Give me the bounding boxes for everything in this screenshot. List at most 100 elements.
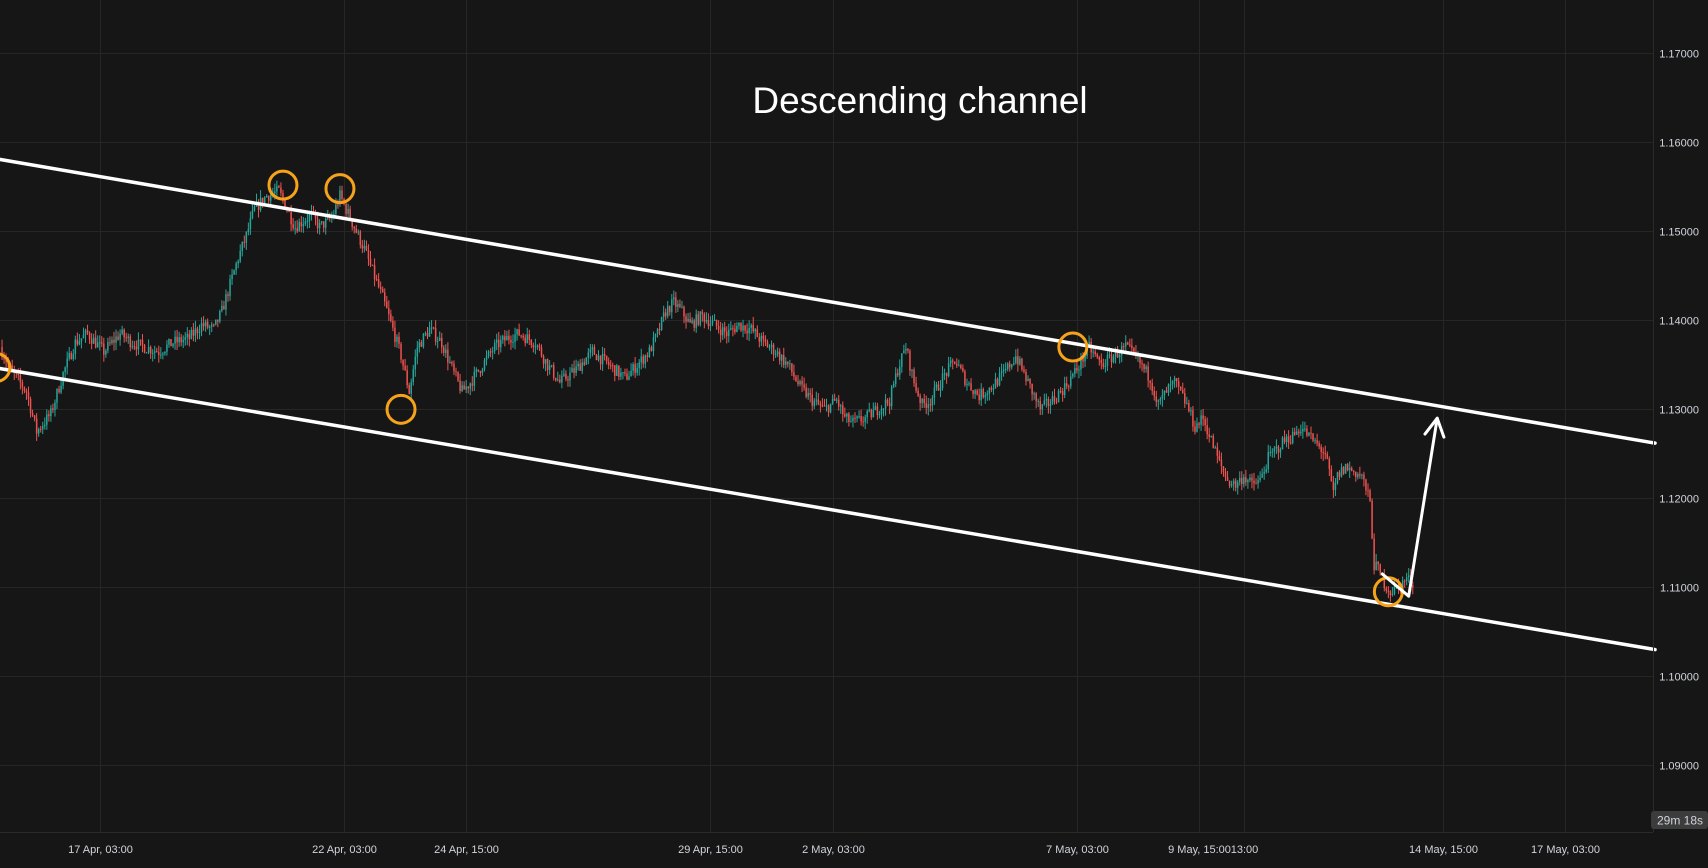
candle-body — [587, 352, 590, 358]
candle-body — [1363, 474, 1365, 480]
candle-up — [681, 300, 683, 309]
candle-body — [418, 342, 421, 348]
candle-body — [174, 336, 176, 344]
candle-body — [1234, 480, 1237, 488]
candle-body — [642, 356, 645, 364]
candle-up — [276, 180, 278, 197]
candle-up — [465, 380, 467, 394]
candle-body — [392, 320, 394, 328]
candle-down — [386, 295, 388, 309]
candle-down — [811, 387, 813, 412]
candle-up — [581, 358, 583, 374]
touch-point-circle[interactable] — [1057, 331, 1089, 363]
channel-line-upper[interactable] — [0, 157, 1657, 445]
touch-point-circle[interactable] — [267, 169, 299, 201]
candle-body — [1222, 466, 1225, 472]
candle-down — [223, 300, 225, 310]
candle-up — [1157, 399, 1160, 410]
price-scale[interactable]: 1.17000 1.16000 1.15000 1.14000 1.13000 1.120… — [1659, 49, 1699, 773]
candle-body — [265, 196, 268, 198]
touch-point-circle[interactable] — [0, 352, 12, 383]
candle-up — [1004, 362, 1007, 374]
candle-down — [1277, 444, 1280, 460]
candle-body — [1080, 357, 1082, 370]
candle-down — [996, 377, 999, 388]
candle-body — [1143, 363, 1145, 370]
candle-down — [772, 342, 775, 362]
candle-body — [939, 387, 942, 391]
candle-down — [158, 345, 160, 363]
candle-up — [72, 349, 75, 361]
candle-down — [101, 336, 103, 347]
candle-body — [764, 338, 767, 343]
candle-body — [483, 359, 486, 370]
candle-up — [190, 327, 193, 340]
candle-body — [601, 354, 604, 365]
candle-body — [960, 365, 962, 368]
candle-up — [198, 324, 201, 340]
candle-body — [202, 323, 205, 327]
candle-body — [909, 350, 911, 371]
candle-body — [738, 322, 740, 326]
candle-body — [270, 194, 272, 201]
candle-body — [624, 372, 626, 374]
candle-body — [518, 329, 520, 336]
time-scale[interactable]: 17 Apr, 03:00 22 Apr, 03:00 24 Apr, 15:00 2… — [68, 844, 1600, 856]
candle-body — [42, 426, 44, 430]
touch-point-circle[interactable] — [324, 173, 356, 205]
candle-up — [656, 327, 659, 338]
candle-up — [151, 349, 154, 362]
candle-up — [1041, 403, 1044, 415]
candle-body — [514, 334, 516, 343]
candle-body — [375, 279, 378, 281]
candle-down — [844, 407, 846, 418]
candle-body — [1298, 431, 1300, 434]
candle-body — [890, 386, 893, 407]
candle-body — [571, 368, 573, 373]
candle-up — [721, 323, 724, 341]
candle-up — [968, 381, 970, 387]
candle-body — [707, 319, 710, 327]
candle-body — [284, 199, 286, 210]
candle-body — [1267, 452, 1269, 470]
candle-body — [1013, 362, 1015, 365]
candle-down — [929, 398, 932, 412]
candle-up — [1308, 432, 1310, 437]
candle-body — [1057, 391, 1060, 403]
touch-point-circle[interactable] — [385, 393, 417, 425]
candle-up — [840, 403, 842, 414]
candle-body — [811, 394, 813, 406]
candle-down — [1147, 361, 1149, 388]
candle-down — [1326, 451, 1329, 460]
candle-down — [373, 258, 376, 287]
candle-body — [897, 373, 899, 376]
candle-body — [683, 306, 685, 317]
candle-body — [1188, 402, 1190, 412]
candle-up — [461, 381, 463, 393]
candle-body — [135, 346, 138, 350]
candle-body — [44, 424, 46, 427]
candle-body — [237, 261, 239, 264]
candle-body — [945, 373, 948, 376]
candle-body — [327, 216, 329, 219]
projection-arrow[interactable] — [1380, 416, 1439, 598]
candle-up — [905, 343, 907, 355]
candle-body — [713, 319, 716, 321]
candle-body — [1277, 446, 1280, 453]
candle-body — [1000, 371, 1003, 374]
candle-body — [184, 337, 186, 340]
candle-body — [776, 351, 779, 355]
candle-up — [768, 344, 771, 351]
candle-down — [1155, 390, 1158, 407]
candle-up — [64, 366, 66, 380]
candle-body — [833, 398, 836, 401]
candle-body — [715, 319, 718, 327]
candle-body — [1285, 436, 1288, 442]
candle-body — [443, 347, 445, 353]
candle-down — [392, 316, 394, 332]
candle-body — [1151, 383, 1153, 392]
candle-down — [1283, 430, 1286, 445]
candle-down — [1179, 386, 1182, 391]
candle-up — [82, 327, 85, 339]
candle-up — [1104, 359, 1107, 373]
